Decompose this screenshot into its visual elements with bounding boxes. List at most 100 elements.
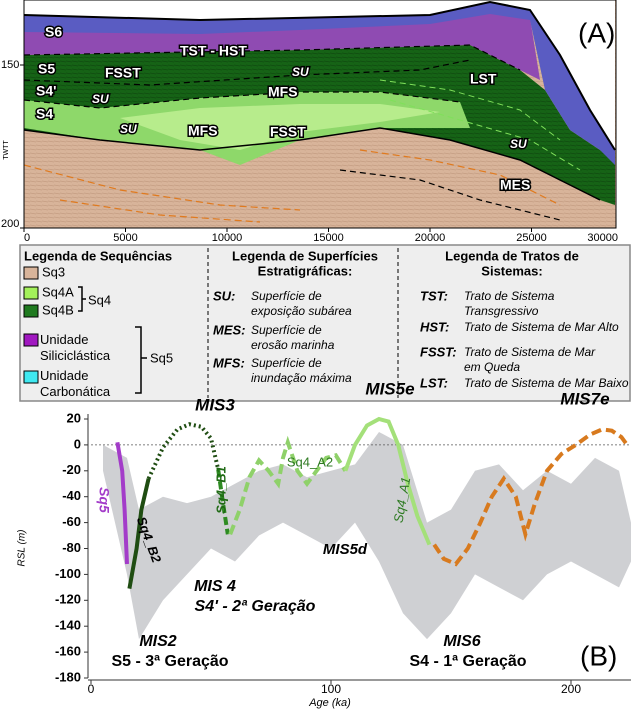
annotation: MIS7e [560,389,609,408]
label: MFS [188,123,218,139]
label: SU [92,92,109,106]
x-tick-label: 200 [561,682,581,696]
seismic-section [24,0,616,228]
x-tick-label: 25000 [516,232,547,244]
legend-group: Sq5 [150,350,173,365]
y-axis-title: TWTT [3,140,10,160]
y-tick-label: -40 [62,488,81,503]
x-tick-label: 5000 [113,232,137,244]
y-tick-label: -140 [55,618,81,633]
annotation: S5 - 3ª Geração [111,653,228,670]
label: FSST [105,65,141,81]
y-tick-label: -120 [55,592,81,607]
legend-title: Estratigráficas: [258,263,353,278]
panel-label: (B) [580,640,617,671]
rsl-curve [146,422,221,480]
legend-text: Superfície de [251,289,322,303]
legend-item: Unidade Siliciclástica [40,332,111,363]
label: LST [470,71,497,87]
panel-a-frame [23,0,617,229]
legend-item: Sq3 [42,264,65,279]
y-tick-label: -100 [55,566,81,581]
legend-title: Legenda de Sequências [24,248,172,263]
annotation: Sq5 [96,487,112,513]
legend-item: Unidade Carbonática [40,368,111,399]
legend-code: SU: [213,288,235,303]
annotation: Sq4_A2 [287,454,333,469]
y-tick-label: 200 [1,218,19,230]
annotation: MIS3 [195,395,235,414]
y-tick-label: -20 [62,462,81,477]
legend-item: Sq4B [42,302,74,317]
x-tick-label: 15000 [313,232,344,244]
legend: Legenda de Sequências Sq3 Sq4A Sq4B Unid… [19,244,631,402]
label: SU [510,137,527,151]
y-tick-label: -80 [62,540,81,555]
legend-item-text: Unidade Siliciclástica [40,332,111,363]
label: MES [500,177,530,193]
y-tick-label: 150 [1,59,19,71]
rsl-curve [432,427,628,567]
legend-text: exposição subárea [251,304,352,318]
legend-text: Superfície de [251,356,322,370]
annotation: MIS5e [365,379,414,398]
x-tick-label: 0 [88,682,95,696]
label: S4 [36,106,53,122]
legend-code: MFS: [213,355,245,370]
y-tick-label: -180 [55,669,81,684]
x-tick-label: 10000 [212,232,243,244]
y-tick-label: -160 [55,644,81,659]
legend-text: Trato de Sistema de Mar [464,345,596,359]
label: S5 [38,61,55,77]
annotation: MIS5d [323,541,368,558]
legend-text: Trato de Sistema de Mar Baixo [464,376,629,390]
label: S4' [36,83,56,99]
legend-text: Transgressivo [464,304,539,318]
annotation: S4' - 2ª Geração [195,598,316,615]
y-axis-title: RSL (m) [17,529,28,566]
x-tick-label: 100 [321,682,341,696]
label: SU [292,65,309,79]
legend-text: Trato de Sistema [464,289,555,303]
label: S6 [45,24,62,40]
legend-code: LST: [420,375,448,390]
legend-code: HST: [420,319,449,334]
panel-a-axes: 0 5000 10000 15000 20000 25000 30000 150 200 [1,59,618,244]
legend-title: Legenda de Tratos de [445,248,579,263]
annotation: MIS6 [443,633,480,650]
legend-item: Sq4A [42,284,74,299]
rsl-envelope [103,431,631,640]
annotation: S4 - 1ª Geração [409,653,526,670]
legend-item-text: Unidade Carbonática [40,368,111,399]
legend-code: TST: [420,288,448,303]
legend-group: Sq4 [88,292,111,307]
legend-text: Superfície de [251,323,322,337]
label: SU [120,122,137,136]
legend-code: MES: [213,322,246,337]
legend-title: Legenda de Superfícies [232,248,378,263]
label: MFS [268,84,298,100]
x-tick-label: 0 [24,232,30,244]
rsl-curve [343,416,432,546]
y-tick-label: -60 [62,514,81,529]
legend-title: Sistemas: [481,263,542,278]
legend-code: FSST: [420,344,457,359]
rsl-curve [228,435,348,536]
label: FSST [270,124,306,140]
legend-text: inundação máxima [251,371,352,385]
legend-text: Trato de Sistema de Mar Alto [464,320,619,334]
x-axis-title: Age (ka) [308,697,351,709]
annotation: Sq4_B1 [213,466,228,514]
annotation: MIS 4 [194,578,236,595]
rsl-curve [127,478,151,589]
annotation: MIS2 [139,633,176,650]
panel-label: (A) [578,17,615,48]
legend-text: erosão marinha [251,338,335,352]
y-tick-label: 20 [67,410,81,425]
y-tick-label: 0 [74,436,81,451]
rsl-curve [115,441,129,565]
x-tick-label: 30000 [587,232,618,244]
